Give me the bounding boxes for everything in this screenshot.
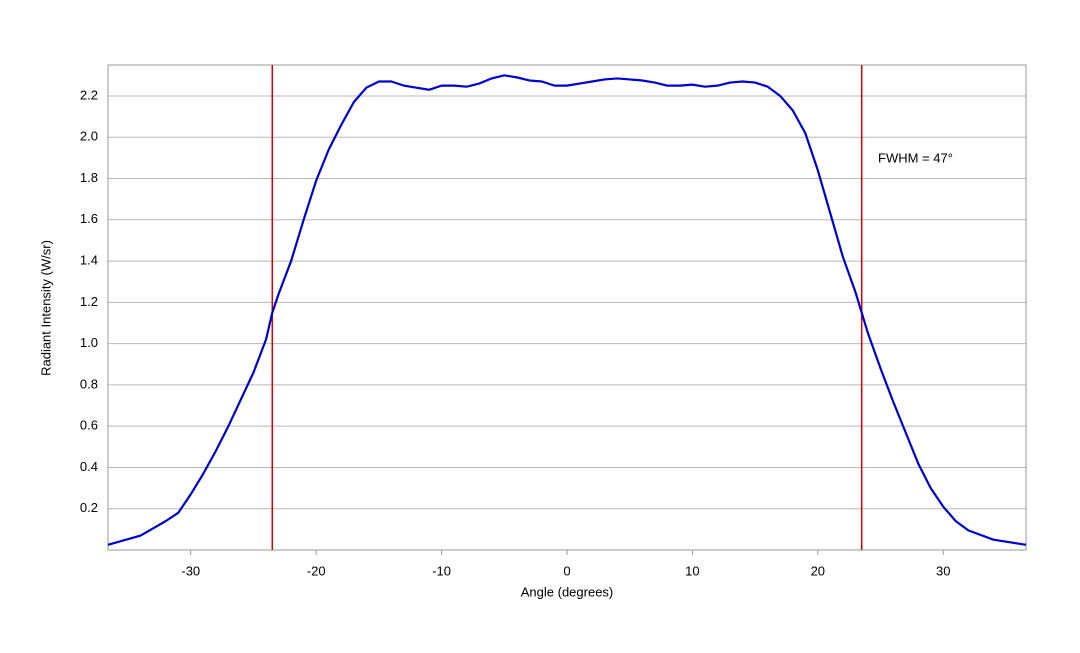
y-axis-label: Radiant Intensity (W/sr) bbox=[38, 240, 53, 376]
y-tick-label: 2.2 bbox=[80, 87, 98, 102]
y-tick-label: 0.8 bbox=[80, 376, 98, 391]
y-tick-label: 1.0 bbox=[80, 335, 98, 350]
data-line bbox=[107, 74, 1027, 546]
x-tick-label: 20 bbox=[811, 563, 825, 578]
y-tick-label: 2.0 bbox=[80, 129, 98, 144]
x-tick-label: -30 bbox=[181, 563, 200, 578]
annotation: FWHM = 47° bbox=[878, 150, 953, 165]
plot-frame bbox=[107, 64, 1027, 551]
y-tick-label: 1.8 bbox=[80, 170, 98, 185]
y-tick-label: 1.6 bbox=[80, 211, 98, 226]
x-tick-label: 0 bbox=[563, 563, 570, 578]
x-tick-label: 10 bbox=[685, 563, 699, 578]
y-tick-label: 0.4 bbox=[80, 459, 98, 474]
y-tick-label: 1.2 bbox=[80, 294, 98, 309]
x-axis-label: Angle (degrees) bbox=[521, 584, 614, 599]
y-tick-label: 1.4 bbox=[80, 253, 98, 268]
y-tick-label: 0.6 bbox=[80, 418, 98, 433]
x-tick-label: -10 bbox=[432, 563, 451, 578]
x-tick-label: -20 bbox=[307, 563, 326, 578]
x-tick-label: 30 bbox=[936, 563, 950, 578]
y-tick-label: 0.2 bbox=[80, 500, 98, 515]
